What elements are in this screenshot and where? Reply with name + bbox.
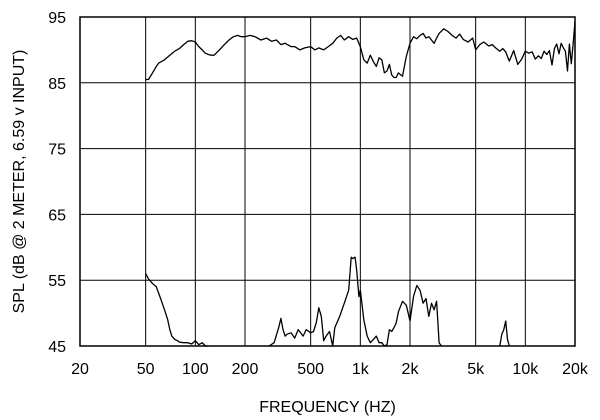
curves [145, 21, 576, 347]
x-tick-label: 20k [562, 361, 589, 378]
x-tick-label: 2k [402, 361, 420, 378]
y-tick-label: 45 [48, 339, 66, 356]
y-tick-labels: 45 55 65 75 85 95 [48, 10, 66, 356]
x-tick-label: 200 [232, 361, 259, 378]
y-tick-label: 75 [48, 142, 66, 159]
x-tick-label: 1k [352, 361, 370, 378]
response-curve-4 [359, 284, 442, 347]
response-curve-1 [145, 21, 576, 81]
x-tick-label: 5k [467, 361, 485, 378]
response-curve-5 [499, 320, 510, 347]
x-axis-title: FREQUENCY (HZ) [259, 399, 396, 416]
y-tick-label: 85 [48, 76, 66, 93]
y-tick-label: 65 [48, 207, 66, 224]
plot-frame [79, 16, 576, 347]
x-tick-label: 50 [137, 361, 155, 378]
response-curve-3 [268, 256, 361, 347]
y-tick-label: 95 [48, 10, 66, 27]
x-tick-label: 500 [297, 361, 324, 378]
grid-lines [79, 16, 576, 347]
response-curve-2 [145, 273, 209, 347]
y-tick-label: 55 [48, 273, 66, 290]
x-tick-label: 10k [512, 361, 539, 378]
x-tick-label: 20 [71, 361, 89, 378]
x-tick-labels: 20 50 100 200 500 1k 2k 5k 10k 20k [71, 361, 589, 378]
x-tick-label: 100 [182, 361, 209, 378]
y-axis-title: SPL (dB @ 2 METER, 6.59 v INPUT) [11, 50, 28, 314]
